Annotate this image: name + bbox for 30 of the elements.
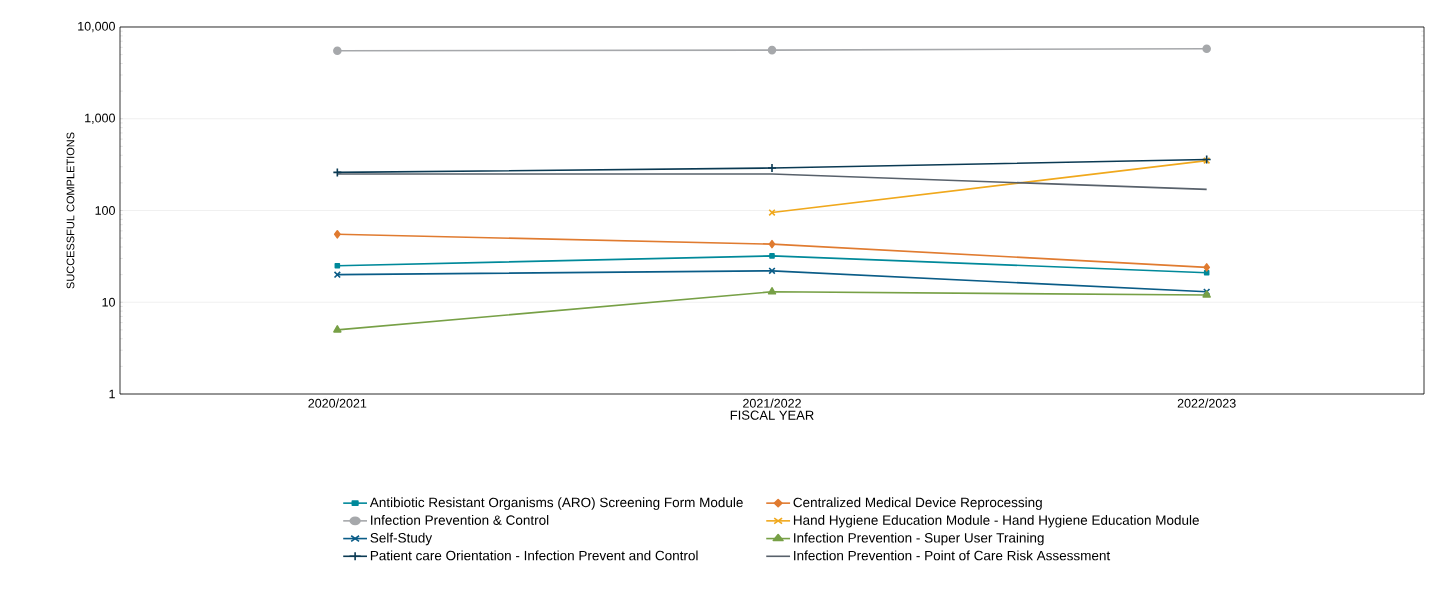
point	[769, 253, 775, 259]
y-tick-label: 1	[109, 389, 115, 399]
point	[1203, 263, 1211, 272]
point	[767, 163, 777, 173]
legend-label: Infection Prevention - Super User Training	[794, 532, 1044, 546]
y-tick-label: 10	[102, 297, 115, 307]
point	[333, 271, 341, 279]
legend-label: Patient care Orientation - Infection Prevent and Control	[370, 550, 698, 561]
legend-label: Centralized Medical Device Reprocessing	[793, 497, 1042, 510]
y-tick-label: 10,000	[78, 21, 115, 33]
legend-label: Antibiotic Resistant Organisms (ARO) Screening Form Module	[369, 497, 743, 510]
point	[767, 45, 777, 55]
point	[767, 287, 777, 295]
legend-label: Infection Prevention & Control	[371, 515, 549, 525]
point	[333, 46, 342, 56]
point	[333, 230, 341, 239]
x-axis-title: FISCAL YEAR	[730, 410, 814, 420]
y-tick-label: 1,000	[85, 113, 115, 124]
legend-label: Infection Prevention - Point of Care Risk Assessment	[794, 550, 1111, 561]
x-tick-label: 2022/2023	[1177, 398, 1236, 408]
y-axis-title: SUCCESSFUL COMPLETIONS	[66, 132, 75, 289]
point	[1202, 44, 1211, 53]
point	[768, 239, 776, 249]
point	[334, 262, 341, 269]
legend-label: Hand Hygiene Education Module - Hand Hygiene Education Module	[793, 515, 1199, 528]
legend-label: Self-Study	[370, 532, 433, 546]
x-tick-label: 2020/2021	[308, 398, 367, 408]
x-tick-label: 2021/2022	[743, 398, 801, 408]
point	[333, 325, 342, 333]
y-tick-label: 100	[95, 206, 115, 215]
